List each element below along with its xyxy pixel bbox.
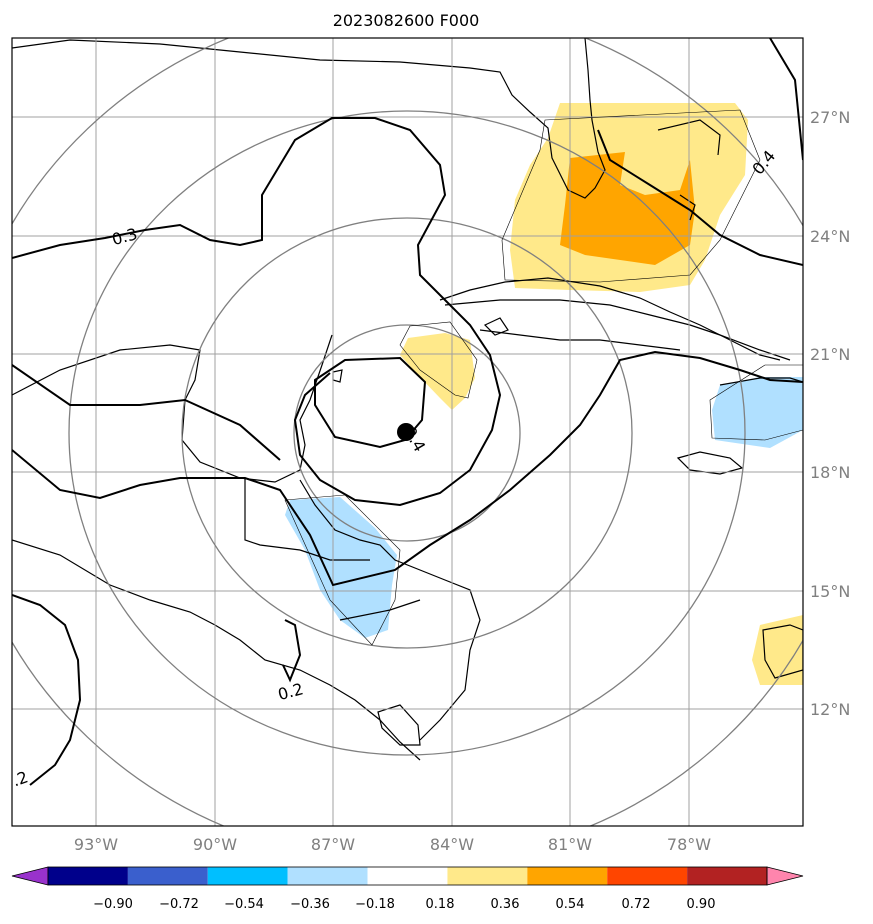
yucatan [439, 277, 781, 361]
colorbar-label: 0.36 [491, 897, 520, 912]
colorbar-swatch [48, 867, 128, 885]
colorbar-label: 0.54 [556, 897, 585, 912]
nicaragua-lake [377, 704, 421, 746]
colorbar-arrow-low [11, 866, 49, 886]
colorbar-label: 0.72 [622, 897, 651, 912]
colorbar-arrow-high [766, 866, 804, 886]
colorbar-label: 0.18 [426, 897, 455, 912]
lat-label: 18°N [810, 463, 850, 482]
lat-tick-labels: 27°N 24°N 21°N 18°N 15°N 12°N [810, 108, 850, 719]
map-area: 0.3 0.4 0.2 0.4 .2 [10, 38, 803, 826]
central-america-caribbean [299, 479, 481, 741]
yellow-region-center [400, 333, 475, 410]
colorbar: −0.90 −0.72 −0.54 −0.36 −0.18 0.18 0.36 … [11, 866, 804, 912]
contour-02 [12, 350, 803, 587]
colorbar-swatch [367, 867, 448, 885]
range-ring-3 [68, 110, 746, 756]
colorbar-label: 0.90 [687, 897, 716, 912]
colorbar-swatch [447, 867, 528, 885]
mexico-coast [12, 334, 333, 483]
cuba [444, 299, 791, 361]
colorbar-swatch [687, 867, 767, 885]
contour-bottom-left [12, 594, 82, 786]
border-gt-hn [299, 549, 370, 561]
colorbar-swatch [607, 867, 688, 885]
colorbar-swatches [11, 866, 804, 886]
storm-center-marker [397, 423, 415, 441]
colorbar-labels: −0.90 −0.72 −0.54 −0.36 −0.18 0.18 0.36 … [93, 897, 715, 912]
lon-tick-labels: 93°W 90°W 87°W 84°W 81°W 78°W [74, 835, 711, 854]
contour-04 [597, 129, 803, 266]
colorbar-frame [47, 866, 768, 886]
us-gulf-coast [12, 38, 606, 199]
lat-label: 24°N [810, 227, 850, 246]
colorbar-swatch [127, 867, 208, 885]
contour-02-small [282, 619, 302, 683]
lon-label: 84°W [430, 835, 474, 854]
lon-label: 93°W [74, 835, 118, 854]
yellow-region-east [752, 615, 803, 685]
coastlines [12, 38, 803, 761]
jamaica [676, 451, 744, 475]
contour-03-mexico [12, 364, 281, 461]
graticule [12, 38, 803, 826]
lon-label: 87°W [311, 835, 355, 854]
blue-region-haiti [712, 377, 803, 448]
contour-florida-east [769, 38, 803, 161]
blue-region-honduras [285, 497, 397, 638]
lat-label: 21°N [810, 345, 850, 364]
contours [12, 38, 803, 786]
colorbar-swatch [527, 867, 608, 885]
orange-region-florida [560, 152, 695, 265]
range-ring-2 [181, 217, 633, 649]
contour-03-west [12, 117, 502, 507]
lat-label: 12°N [810, 700, 850, 719]
border-mx-gt [244, 478, 301, 551]
lon-label: 78°W [667, 835, 711, 854]
lat-label: 15°N [810, 582, 850, 601]
colorbar-label: −0.36 [290, 897, 330, 912]
lat-label: 27°N [810, 108, 850, 127]
colorbar-swatch [287, 867, 368, 885]
map-frame [11, 37, 804, 827]
hispaniola [719, 377, 803, 386]
east-island [762, 624, 803, 679]
colorbar-label: −0.18 [355, 897, 395, 912]
isle-of-youth [483, 317, 509, 336]
lon-label: 81°W [548, 835, 592, 854]
contour-label-02-corner: .2 [10, 767, 31, 790]
colorbar-swatch [207, 867, 288, 885]
map-title: 2023082600 F000 [333, 11, 480, 30]
colorbar-label: −0.54 [224, 897, 264, 912]
range-ring-1 [293, 324, 521, 542]
colorbar-label: −0.90 [93, 897, 133, 912]
lon-label: 90°W [193, 835, 237, 854]
range-rings [12, 38, 803, 826]
colorbar-label: −0.72 [159, 897, 199, 912]
bahamas [657, 119, 721, 221]
central-america-coast [12, 539, 421, 761]
cuba-south [479, 329, 681, 351]
